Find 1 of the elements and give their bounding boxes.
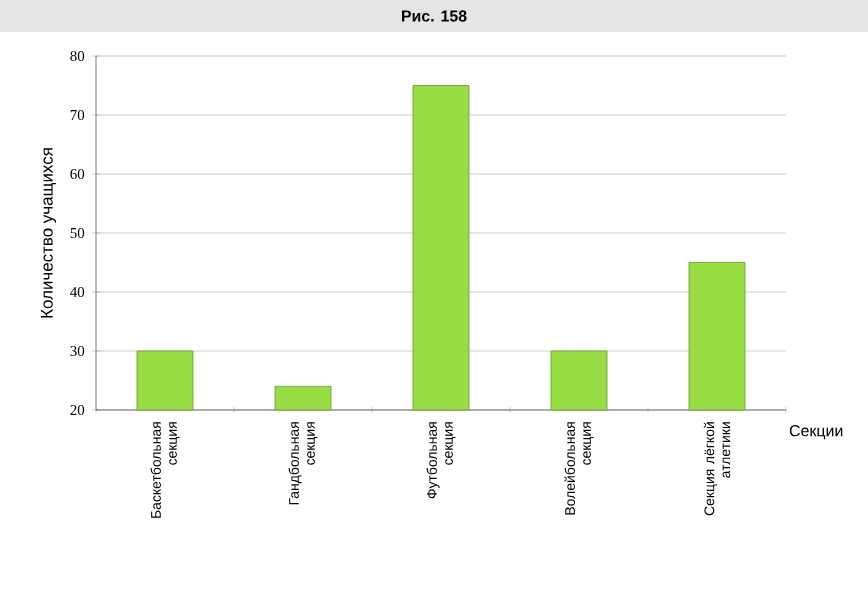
y-axis-title: Количество учащихся — [40, 148, 57, 318]
